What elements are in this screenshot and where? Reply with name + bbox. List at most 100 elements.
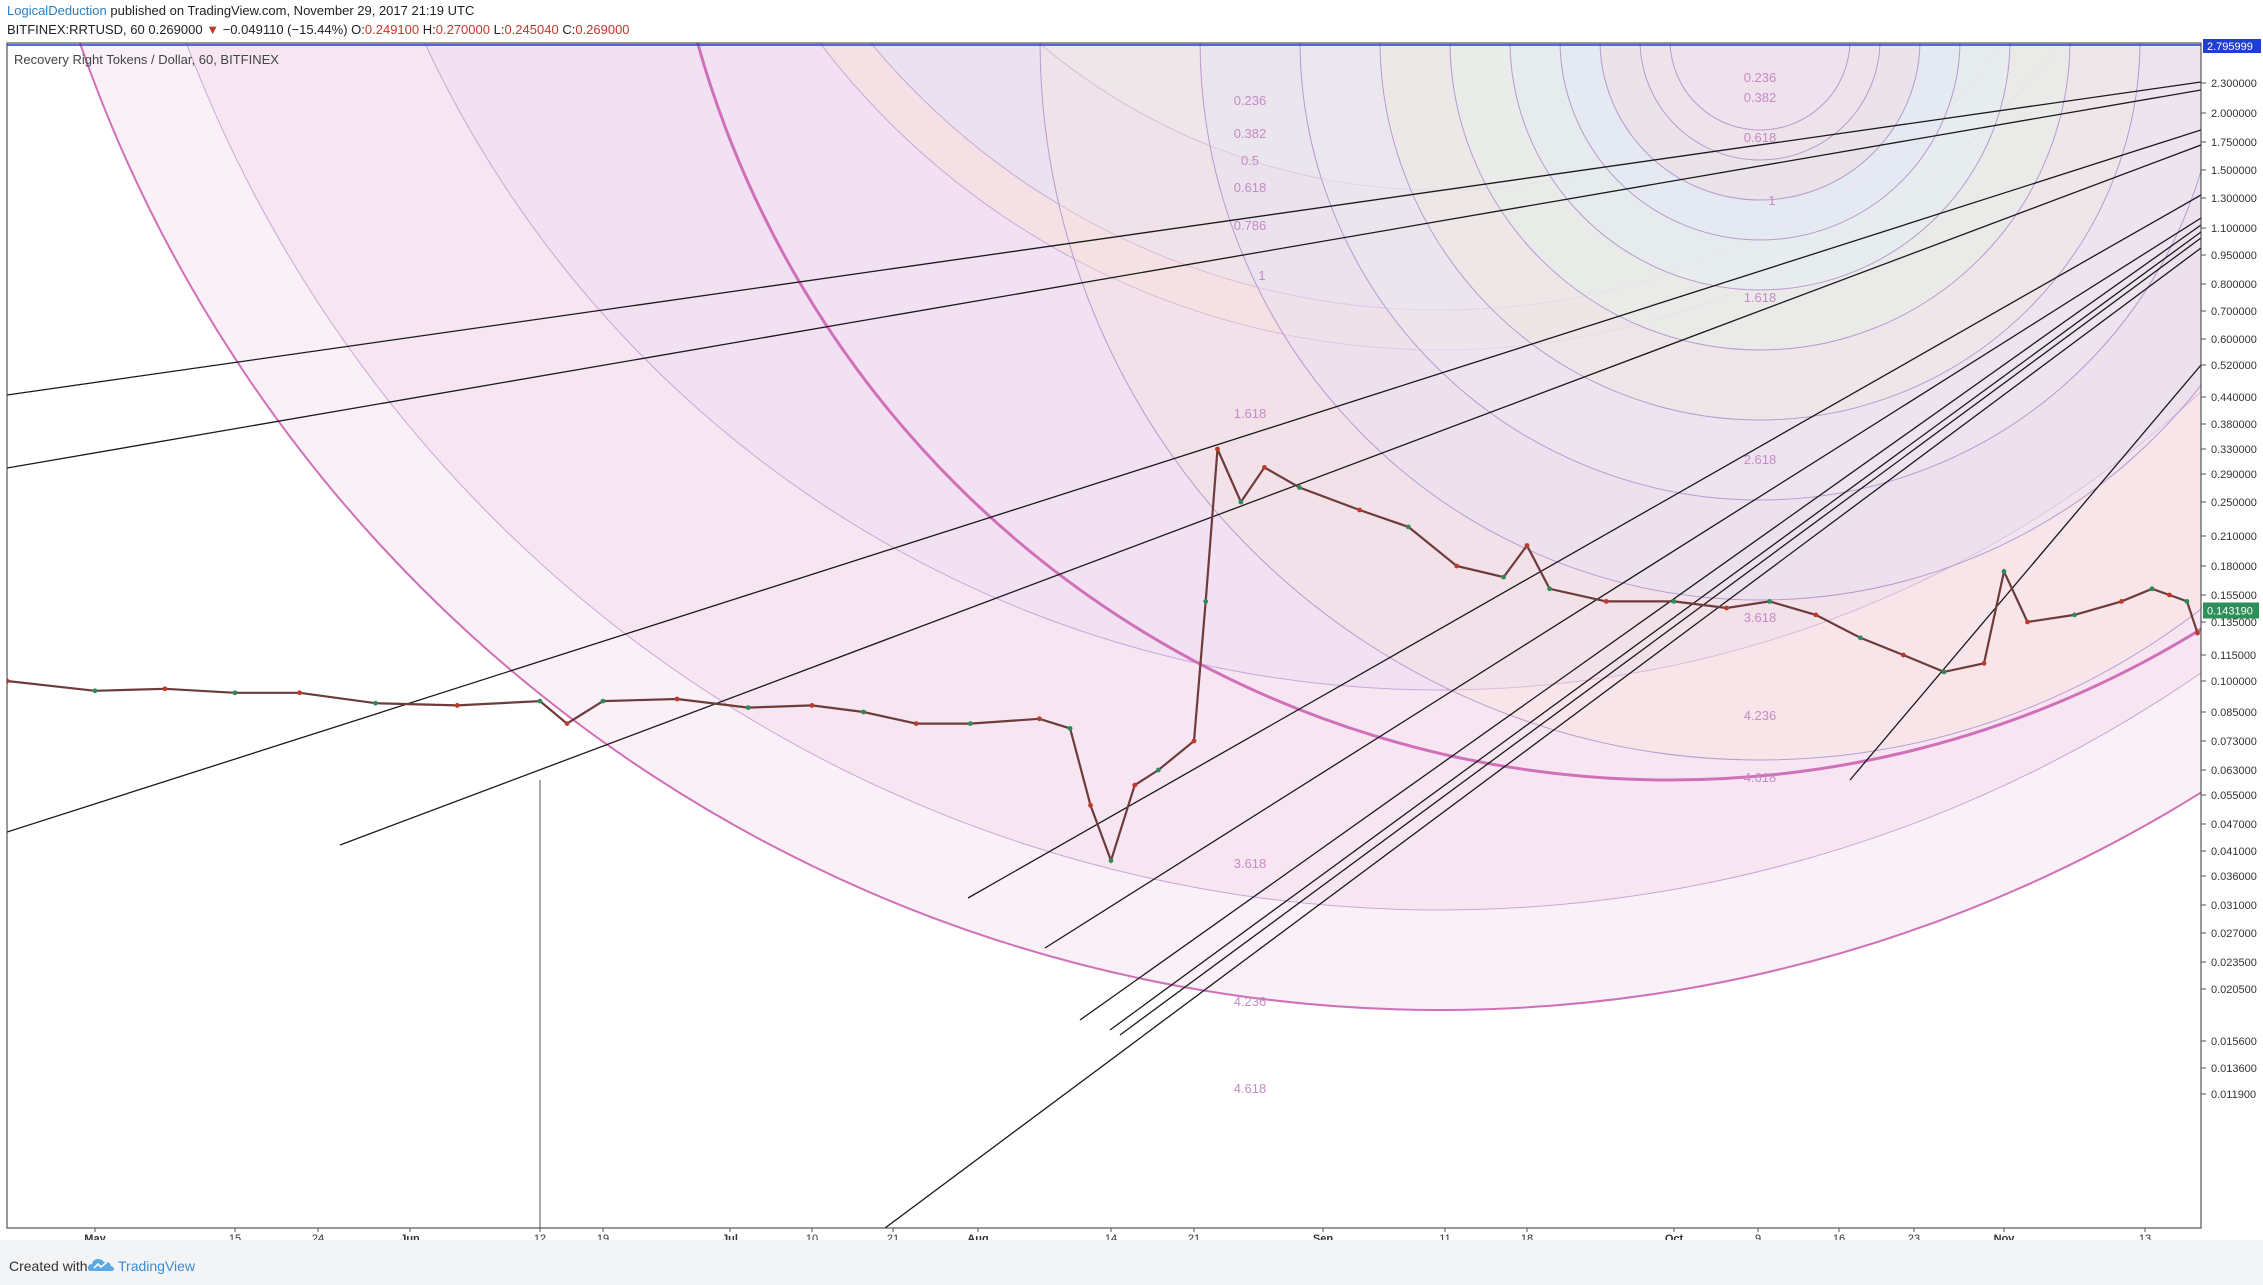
price-point bbox=[1406, 524, 1411, 530]
price-point bbox=[1215, 446, 1220, 452]
price-point bbox=[1297, 485, 1302, 490]
y-tick-label: 0.440000 bbox=[2211, 392, 2257, 404]
fib-level-label: 0.618 bbox=[1234, 180, 1267, 195]
price-point bbox=[1501, 574, 1506, 580]
price-point bbox=[1262, 465, 1267, 470]
current-price-label: 0.143190 bbox=[2207, 605, 2253, 617]
author-link[interactable]: LogicalDeduction bbox=[7, 3, 107, 18]
y-tick-label: 0.015600 bbox=[2211, 1036, 2257, 1048]
y-tick-label: 0.027000 bbox=[2211, 928, 2257, 940]
fib-circle bbox=[1199, 43, 2201, 601]
chart-title: Recovery Right Tokens / Dollar, 60, BITF… bbox=[14, 52, 279, 67]
low-value: 0.245040 bbox=[504, 22, 559, 37]
price-point bbox=[537, 698, 543, 704]
fib-level-label: 0.382 bbox=[1744, 90, 1777, 105]
trend-line bbox=[7, 81, 2201, 396]
fib-circle bbox=[1669, 43, 1851, 131]
trend-line bbox=[7, 129, 2201, 833]
price-point bbox=[1724, 605, 1729, 611]
y-tick-label: 0.180000 bbox=[2211, 561, 2257, 573]
fib-level-label: 4.236 bbox=[1234, 994, 1267, 1009]
fib-level-label: 0.786 bbox=[1234, 218, 1267, 233]
published-text: published on TradingView.com, November 2… bbox=[110, 3, 475, 18]
current-price-badge bbox=[2203, 602, 2259, 619]
down-arrow-icon: ▼ bbox=[206, 22, 220, 37]
fib-circles: 0.236 0.382 0.5 0.618 0.786 1 1.618 3.618 4.236 4… bbox=[79, 0, 2201, 1096]
y-tick-label: 2.000000 bbox=[2211, 108, 2257, 120]
fib-level-label: 1.618 bbox=[1234, 406, 1267, 421]
y-tick-label: 1.300000 bbox=[2211, 193, 2257, 205]
fib-level-label: 4.236 bbox=[1744, 708, 1777, 723]
price-point bbox=[1900, 652, 1906, 658]
fib-circle bbox=[1449, 43, 2071, 351]
y-tick-label: 0.210000 bbox=[2211, 531, 2257, 543]
x-tick-label: 13 bbox=[2139, 1233, 2151, 1240]
price-point bbox=[2072, 612, 2077, 618]
price-point bbox=[1454, 563, 1460, 569]
tradingview-brand[interactable]: TradingView bbox=[118, 1258, 196, 1274]
fib-level-label: 4.618 bbox=[1234, 1081, 1267, 1096]
x-tick-label: 23 bbox=[1908, 1233, 1920, 1240]
fib-circle bbox=[1559, 43, 1961, 241]
price-point bbox=[745, 705, 751, 710]
price-chart[interactable]: 0.236 0.382 0.5 0.618 0.786 1 1.618 3.618 4.236 4… bbox=[0, 0, 2263, 1240]
fib-level-label: 1 bbox=[1258, 268, 1265, 283]
price-point bbox=[92, 688, 98, 694]
close-label: C: bbox=[562, 22, 576, 37]
x-tick-label: 21 bbox=[887, 1233, 899, 1240]
price-point bbox=[1813, 612, 1819, 618]
top-price-label: 2.795999 bbox=[2207, 41, 2253, 53]
price-point bbox=[1108, 858, 1114, 863]
price-point bbox=[861, 709, 866, 715]
price-point bbox=[600, 698, 606, 704]
y-tick-label: 1.750000 bbox=[2211, 137, 2257, 149]
y-tick-label: 0.020500 bbox=[2211, 984, 2257, 996]
trend-line bbox=[1079, 224, 2201, 1021]
x-tick-label: 15 bbox=[229, 1233, 241, 1240]
tradingview-logo-icon[interactable] bbox=[88, 1256, 114, 1274]
price-point bbox=[809, 703, 815, 708]
y-tick-label: 1.100000 bbox=[2211, 223, 2257, 235]
price-point bbox=[297, 690, 302, 696]
y-tick-label: 0.063000 bbox=[2211, 765, 2257, 777]
price-point bbox=[564, 721, 570, 726]
y-tick-label: 0.100000 bbox=[2211, 676, 2257, 688]
y-tick-label: 0.135000 bbox=[2211, 617, 2257, 629]
y-tick-label: 0.520000 bbox=[2211, 360, 2257, 372]
y-tick-label: 0.023500 bbox=[2211, 957, 2257, 969]
fib-level-label: 0.5 bbox=[1241, 153, 1259, 168]
price-point bbox=[1603, 599, 1609, 604]
x-tick-label: 14 bbox=[1105, 1233, 1117, 1240]
x-tick-label: 10 bbox=[806, 1233, 818, 1240]
y-tick-label: 0.011900 bbox=[2211, 1089, 2256, 1101]
fib-circle bbox=[696, 43, 2201, 782]
trend-line bbox=[1044, 217, 2201, 949]
x-tick-label: Jun bbox=[400, 1233, 420, 1240]
high-label: H: bbox=[422, 22, 436, 37]
plot-frame bbox=[6, 42, 2202, 1229]
fib-level-label: 0.382 bbox=[1234, 126, 1267, 141]
y-tick-label: 0.013600 bbox=[2211, 1063, 2257, 1075]
fib-circle bbox=[1000, 0, 1880, 10]
open-label: O: bbox=[351, 22, 365, 37]
fib-circle bbox=[1379, 43, 2141, 421]
y-tick-label: 0.073000 bbox=[2211, 736, 2257, 748]
x-tick-label: 19 bbox=[597, 1233, 609, 1240]
y-tick-label: 0.380000 bbox=[2211, 419, 2257, 431]
y-tick-label: 0.115000 bbox=[2211, 650, 2256, 662]
price-point bbox=[2025, 619, 2030, 625]
y-tick-label: 0.031000 bbox=[2211, 900, 2257, 912]
created-with-text: Created with bbox=[9, 1258, 88, 1274]
fib-level-label: 0.236 bbox=[1234, 93, 1267, 108]
fib-level-label: 1.618 bbox=[1744, 290, 1777, 305]
price-axis[interactable]: 2.300000 2.000000 1.750000 1.500000 1.300000… bbox=[7, 39, 2261, 1101]
y-tick-label: 0.700000 bbox=[2211, 306, 2257, 318]
trend-line bbox=[1849, 364, 2201, 781]
price-point bbox=[1671, 599, 1677, 604]
time-axis[interactable]: May 15 24 Jun 12 19 Jul 10 21 Aug 14 21 Sep 11 18 Oct 9 1… bbox=[84, 1228, 2151, 1240]
x-tick-label: 24 bbox=[312, 1233, 324, 1240]
price-point bbox=[232, 690, 238, 696]
trend-line bbox=[967, 194, 2201, 899]
price-point bbox=[1238, 499, 1244, 505]
y-tick-label: 0.330000 bbox=[2211, 444, 2257, 456]
